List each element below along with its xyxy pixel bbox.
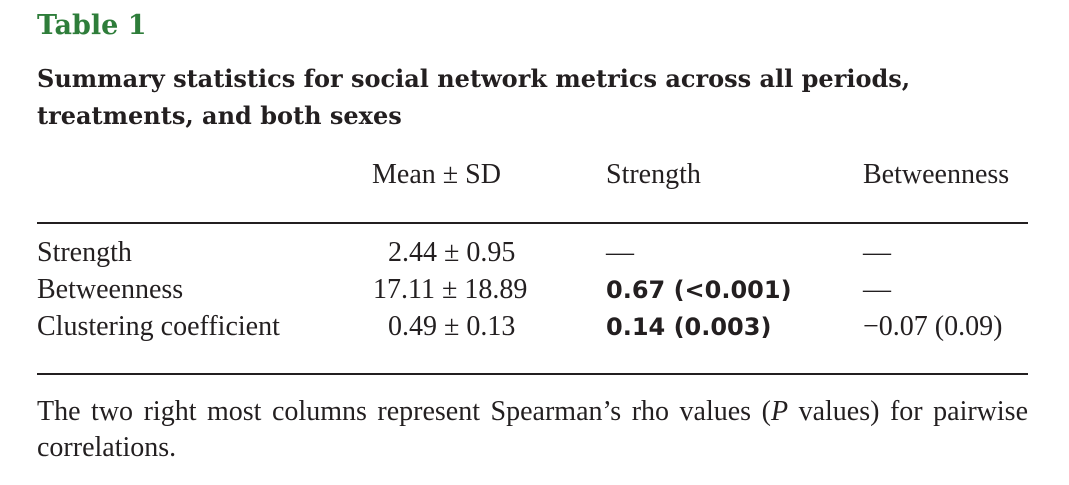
- footnote-p-symbol: P: [770, 396, 789, 427]
- column-header-betweenness: Betweenness: [863, 159, 1010, 190]
- header-rule: [37, 222, 1028, 224]
- cell-clustering-strength: 0.14 (0.003): [606, 313, 772, 341]
- table-label: Table 1: [37, 10, 147, 41]
- footnote-text-start: The two right most columns represent Spe…: [37, 396, 771, 427]
- table-footnote: The two right most columns represent Spe…: [37, 394, 1028, 466]
- cell-betweenness-mean-sd: 17.11 ± 18.89: [373, 274, 528, 305]
- row-label-clustering-coefficient: Clustering coefficient: [37, 311, 280, 342]
- row-label-strength: Strength: [37, 237, 132, 268]
- footnote-text-end: values) for pairwise correlations.: [37, 396, 1028, 463]
- cell-strength-strength: —: [606, 237, 634, 268]
- column-header-mean-sd: Mean ± SD: [372, 159, 501, 190]
- table-title: Summary statistics for social network me…: [37, 64, 911, 130]
- cell-strength-mean-sd: 2.44 ± 0.95: [388, 237, 516, 268]
- cell-betweenness-betweenness: —: [863, 274, 891, 305]
- cell-strength-betweenness: —: [863, 237, 891, 268]
- row-label-betweenness: Betweenness: [37, 274, 184, 305]
- cell-clustering-mean-sd: 0.49 ± 0.13: [388, 311, 516, 342]
- bottom-rule: [37, 373, 1028, 375]
- column-header-strength: Strength: [606, 159, 701, 190]
- cell-betweenness-strength: 0.67 (<0.001): [606, 276, 792, 304]
- cell-clustering-betweenness: −0.07 (0.09): [863, 311, 1003, 342]
